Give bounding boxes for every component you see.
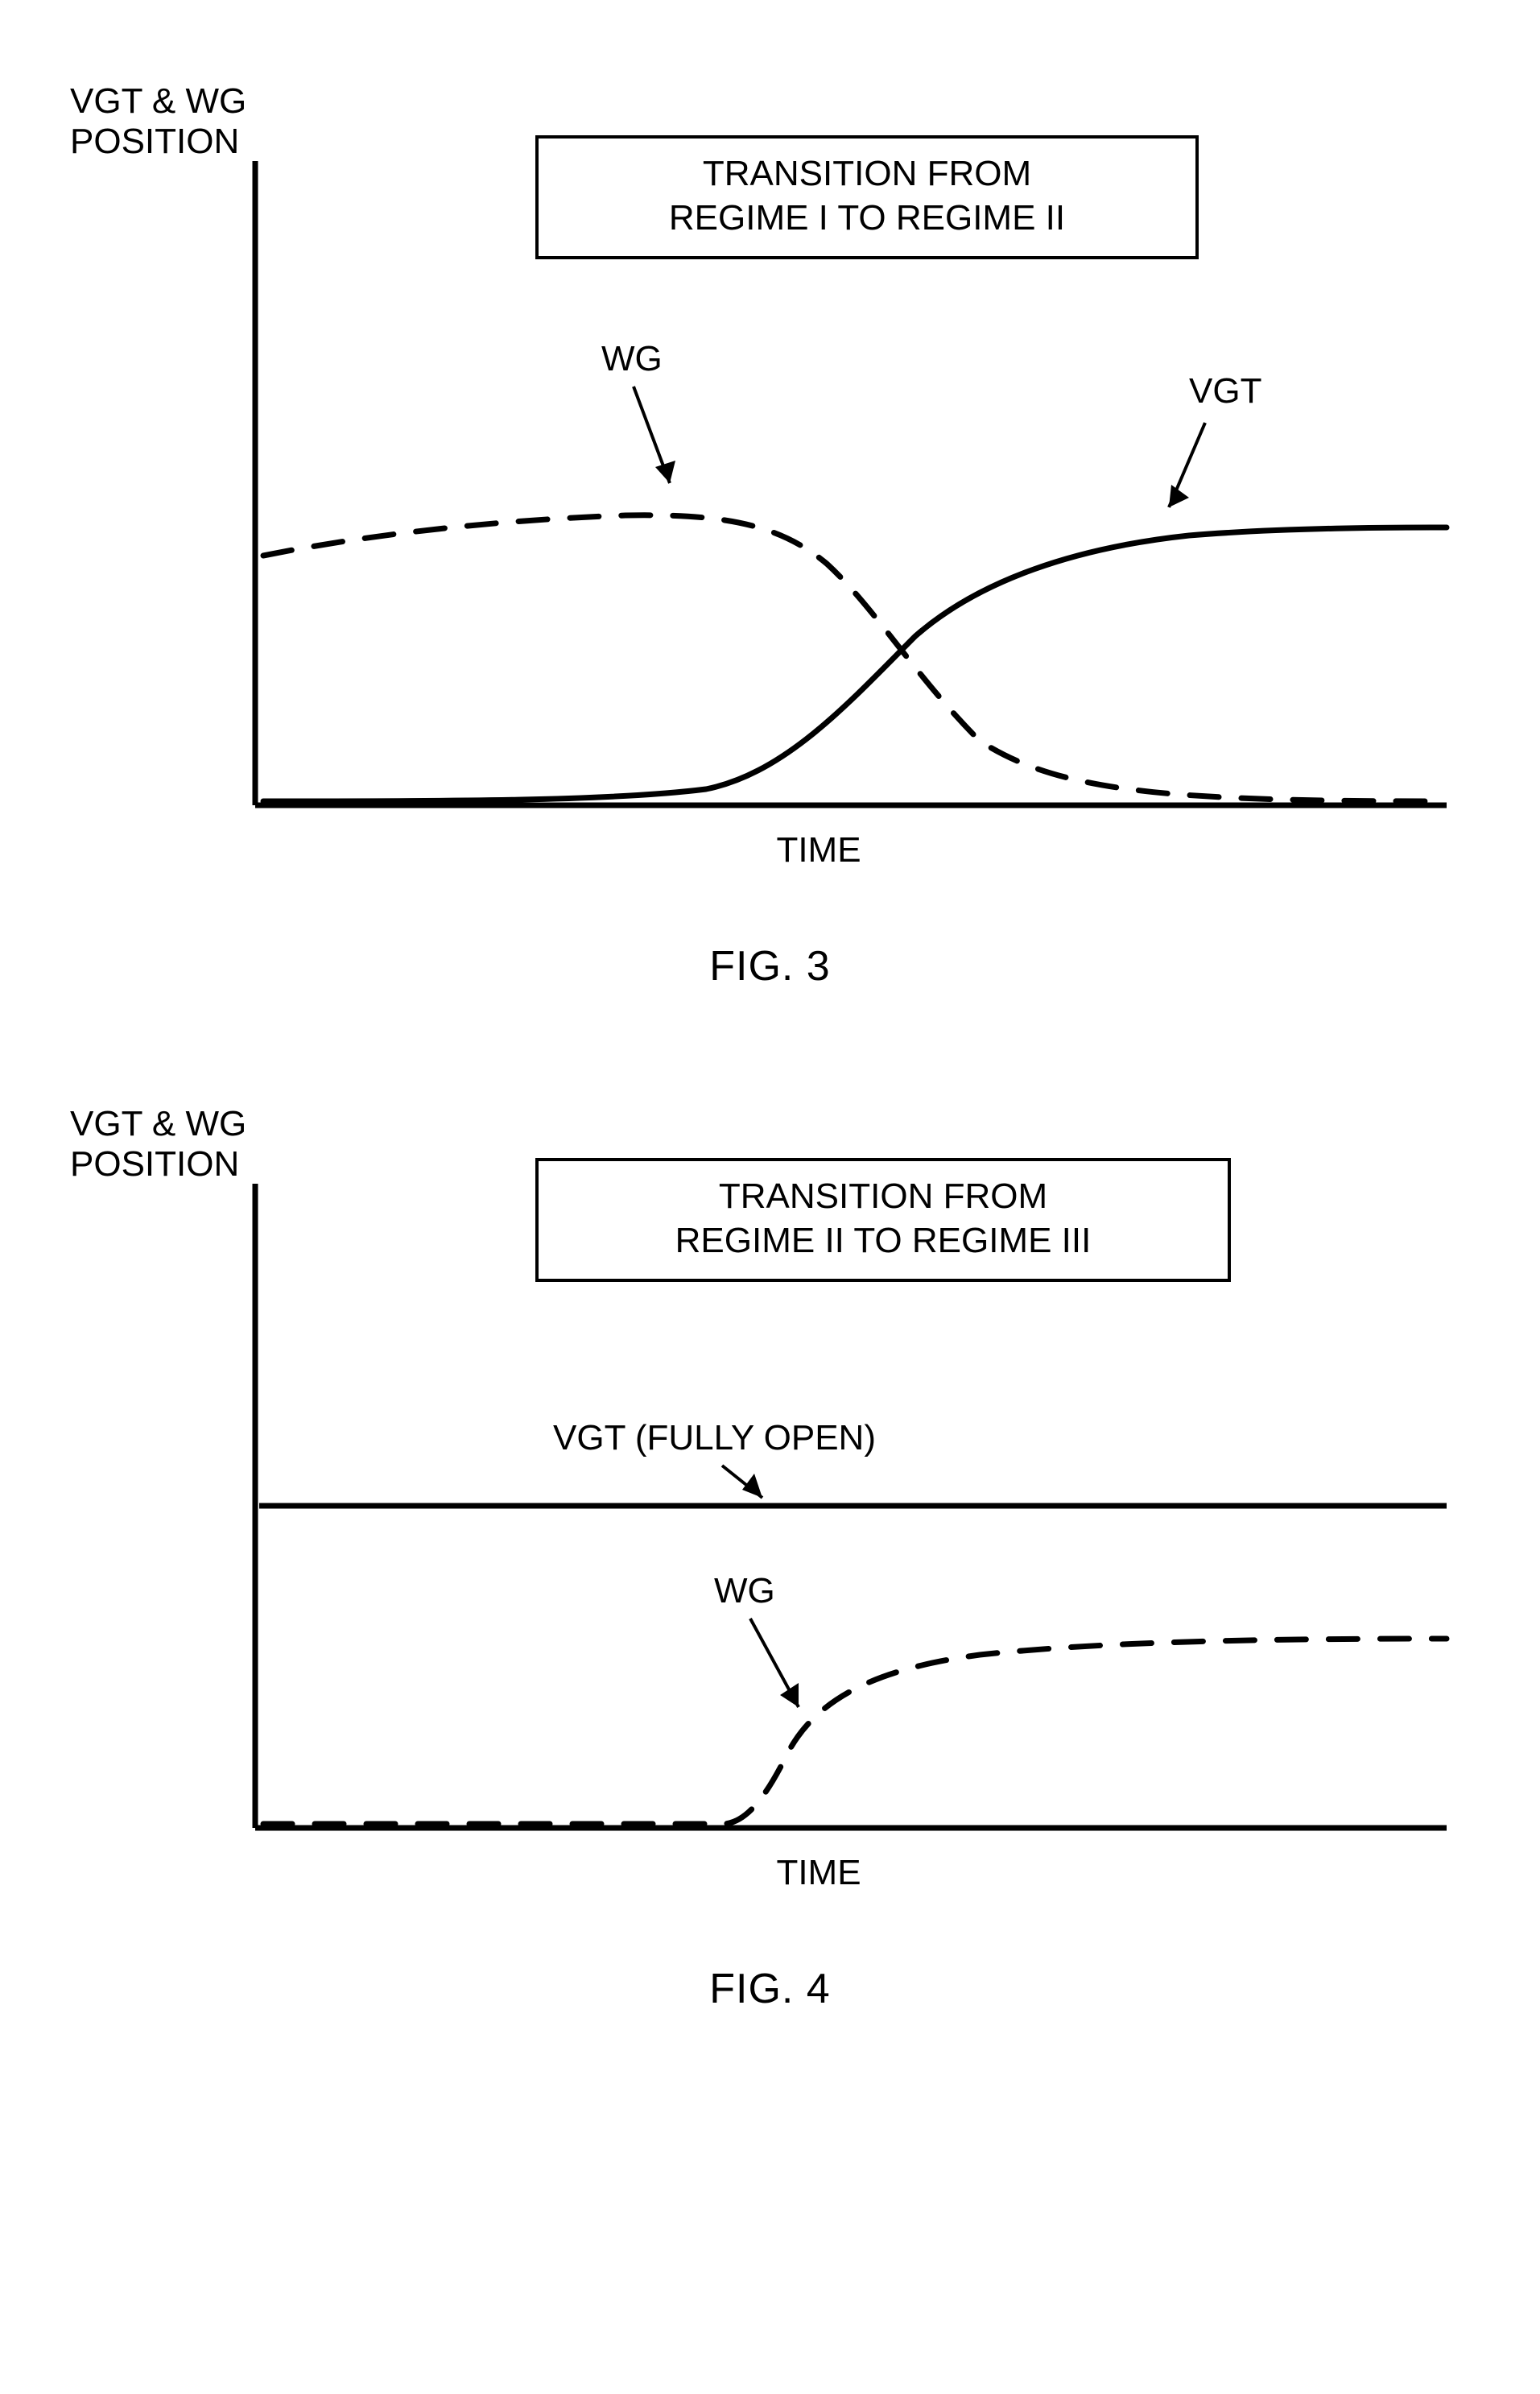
fig4-title-line1: TRANSITION FROM bbox=[718, 1176, 1047, 1216]
fig4-xlabel: TIME bbox=[776, 1853, 861, 1892]
fig3-wg-arrowhead bbox=[655, 461, 675, 483]
fig3-wg-label: WG bbox=[601, 339, 663, 378]
fig3-vgt-arrowhead bbox=[1169, 485, 1189, 507]
fig4-plot: VGT & WG POSITION TRANSITION FROM REGIME… bbox=[46, 1055, 1495, 1941]
fig3-series-wg bbox=[263, 515, 1447, 801]
fig4-vgt-arrowhead bbox=[742, 1474, 762, 1498]
fig4-ylabel-line2: POSITION bbox=[70, 1144, 239, 1184]
fig4-ylabel-line1: VGT & WG bbox=[70, 1104, 246, 1143]
fig3-series-vgt bbox=[263, 527, 1447, 801]
figure-4: VGT & WG POSITION TRANSITION FROM REGIME… bbox=[46, 1055, 1495, 2013]
fig3-ylabel-line1: VGT & WG bbox=[70, 81, 246, 121]
fig3-vgt-label: VGT bbox=[1189, 371, 1261, 411]
fig3-title-line1: TRANSITION FROM bbox=[702, 154, 1030, 193]
figure-3: VGT & WG POSITION TRANSITION FROM REGIME… bbox=[46, 32, 1495, 990]
fig3-caption: FIG. 3 bbox=[46, 942, 1495, 990]
fig4-caption: FIG. 4 bbox=[46, 1965, 1495, 2013]
fig4-vgt-label: VGT (FULLY OPEN) bbox=[553, 1418, 876, 1457]
fig3-plot: VGT & WG POSITION TRANSITION FROM REGIME… bbox=[46, 32, 1495, 918]
fig3-xlabel: TIME bbox=[776, 830, 861, 870]
fig4-wg-label: WG bbox=[714, 1571, 775, 1610]
fig4-wg-arrowhead bbox=[780, 1683, 799, 1707]
fig4-title-line2: REGIME II TO REGIME III bbox=[675, 1221, 1091, 1260]
fig3-ylabel-line2: POSITION bbox=[70, 122, 239, 161]
fig3-title-line2: REGIME I TO REGIME II bbox=[668, 198, 1064, 238]
fig4-series-wg bbox=[263, 1639, 1447, 1824]
